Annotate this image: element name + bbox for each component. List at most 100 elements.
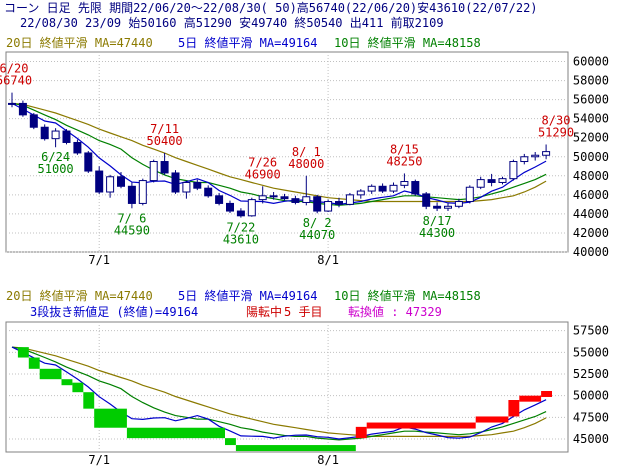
price-y-tick-label: 50000 xyxy=(573,150,609,164)
price-annotation-date: 7/11 xyxy=(150,122,179,136)
bottom-legend-ma5: 5日 終値平滑 MA=49164 xyxy=(178,289,318,303)
candle-down xyxy=(411,181,420,195)
candle-up xyxy=(444,205,452,209)
candle-up xyxy=(400,181,409,186)
renko-brick-up xyxy=(355,426,367,439)
candle-up xyxy=(138,180,147,204)
candle-up xyxy=(542,151,551,156)
renko-y-tick-label: 47500 xyxy=(573,410,609,424)
renko-brick-up xyxy=(475,416,509,423)
candle-down xyxy=(29,114,38,128)
renko-brick-down xyxy=(126,427,225,439)
price-annotation-date: 8/30 xyxy=(542,113,571,127)
bottom-legend-ma20: 20日 終値平滑 MA=47440 xyxy=(6,289,153,303)
top-legend-ma10: 10日 終値平滑 MA=48158 xyxy=(334,36,481,50)
candle-down xyxy=(160,161,169,174)
renko-y-tick-label: 57500 xyxy=(573,324,609,338)
price-annotation-value: 51290 xyxy=(538,125,574,139)
candle-down xyxy=(117,176,125,187)
price-y-tick-label: 48000 xyxy=(573,169,609,183)
candle-down xyxy=(18,102,27,116)
candle-down xyxy=(280,196,289,200)
renko-count-label: 5 手目 xyxy=(284,305,323,319)
top-legend-ma5: 5日 終値平滑 MA=49164 xyxy=(178,36,318,50)
candle-down xyxy=(335,201,343,205)
candle-up xyxy=(520,156,529,163)
chart-header: コーン 日足 先限 期間22/06/20〜22/08/30( 50)高56740… xyxy=(0,0,624,32)
renko-y-tick-label: 55000 xyxy=(573,345,609,359)
top-legend-ma20: 20日 終値平滑 MA=47440 xyxy=(6,36,153,50)
renko-brick-up xyxy=(519,395,542,402)
renko-trend-label: 陽転中 xyxy=(246,305,283,319)
candle-up xyxy=(509,161,518,180)
candle-up xyxy=(389,184,398,192)
renko-brick-down xyxy=(28,357,40,369)
price-plot-area xyxy=(5,51,569,253)
price-annotation-date: 6/20 xyxy=(0,62,28,76)
renko-brick-down xyxy=(225,438,236,446)
price-y-tick-label: 40000 xyxy=(573,245,609,259)
candle-down xyxy=(193,181,202,189)
price-annotation-date: 8/ 2 xyxy=(303,216,332,230)
candle-down xyxy=(171,172,180,193)
candle-up xyxy=(258,195,267,201)
renko-x-tick-label: 8/1 xyxy=(317,453,339,467)
renko-x-tick-label: 7/1 xyxy=(88,453,110,467)
renko-status-label: 3段抜き新値足 (終値)=49164 xyxy=(30,305,199,319)
candle-up xyxy=(454,201,463,207)
renko-brick-down xyxy=(61,379,73,386)
price-x-tick-label: 7/1 xyxy=(88,253,110,267)
renko-brick-down xyxy=(39,368,62,380)
candle-up xyxy=(324,201,333,212)
price-y-tick-label: 44000 xyxy=(573,207,609,221)
renko-brick-down xyxy=(94,408,127,428)
price-annotation-date: 7/ 6 xyxy=(117,211,146,225)
candle-down xyxy=(269,195,278,198)
price-y-tick-label: 60000 xyxy=(573,55,609,69)
renko-brick-up xyxy=(366,422,476,429)
renko-ma20-line xyxy=(11,346,547,437)
candle-up xyxy=(498,178,507,183)
renko-brick-down xyxy=(83,392,95,409)
candle-down xyxy=(422,193,431,207)
price-annotation-date: 6/24 xyxy=(41,150,70,164)
price-annotation-date: 8/ 1 xyxy=(292,145,321,159)
price-annotation-date: 8/17 xyxy=(423,214,452,228)
price-annotation-date: 8/15 xyxy=(390,142,419,156)
price-annotation-value: 50400 xyxy=(147,134,183,148)
price-annotation-value: 46900 xyxy=(245,167,281,181)
price-annotation-value: 44070 xyxy=(299,228,335,242)
ma10-line xyxy=(11,102,547,206)
renko-ma10-line xyxy=(11,346,547,441)
candle-down xyxy=(62,130,71,143)
price-y-tick-label: 42000 xyxy=(573,226,609,240)
candle-up xyxy=(345,194,354,205)
candle-down xyxy=(73,141,82,154)
renko-brick-down xyxy=(235,445,356,452)
price-annotation-value: 44590 xyxy=(114,223,150,237)
renko-y-tick-label: 50000 xyxy=(573,389,609,403)
candle-up xyxy=(8,102,16,105)
header-ohlc-line: 22/08/30 23/09 始50160 高51290 安49740 終505… xyxy=(20,16,444,30)
renko-brick-up xyxy=(508,400,520,417)
candle-down xyxy=(313,196,322,212)
price-annotation-value: 48250 xyxy=(386,154,422,168)
candle-up xyxy=(149,161,158,182)
candle-up xyxy=(51,130,60,140)
candle-down xyxy=(127,185,136,204)
price-x-tick-label: 8/1 xyxy=(317,253,339,267)
price-y-tick-label: 54000 xyxy=(573,112,609,126)
renko-y-tick-label: 52500 xyxy=(573,367,609,381)
price-annotation-date: 7/26 xyxy=(248,155,277,169)
candle-up xyxy=(182,181,191,193)
bottom-legend-ma10: 10日 終値平滑 MA=48158 xyxy=(334,289,481,303)
price-y-tick-label: 46000 xyxy=(573,188,609,202)
candle-down xyxy=(291,198,300,203)
price-annotation-value: 43610 xyxy=(223,233,259,247)
candle-down xyxy=(236,210,245,217)
candle-up xyxy=(367,185,376,192)
candle-down xyxy=(95,170,104,193)
candle-up xyxy=(247,199,256,217)
renko-conversion-label: 転換値 : 47329 xyxy=(348,305,442,319)
